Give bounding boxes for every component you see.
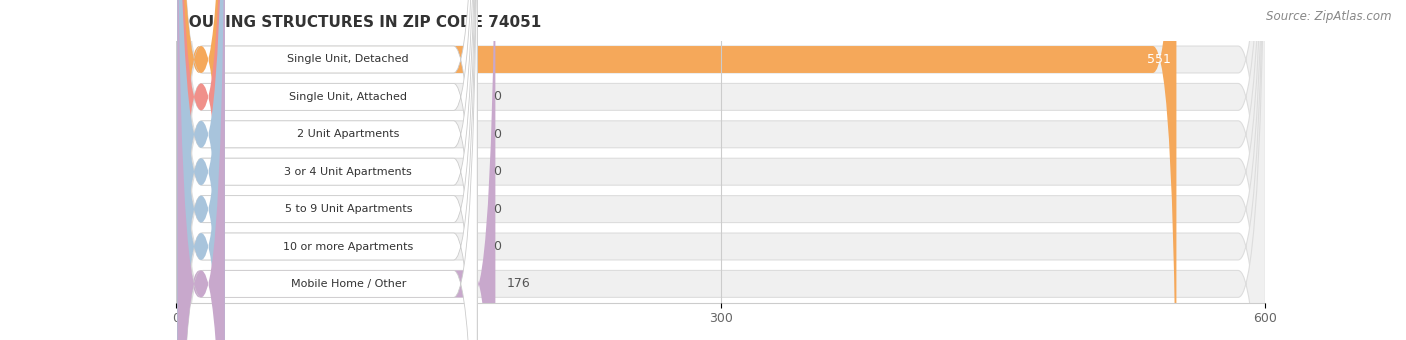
Text: 10 or more Apartments: 10 or more Apartments — [283, 241, 413, 252]
Text: Mobile Home / Other: Mobile Home / Other — [291, 279, 406, 289]
Text: 0: 0 — [494, 90, 502, 103]
FancyBboxPatch shape — [177, 0, 477, 340]
FancyBboxPatch shape — [177, 0, 225, 340]
FancyBboxPatch shape — [176, 0, 1265, 340]
Text: 0: 0 — [494, 240, 502, 253]
FancyBboxPatch shape — [176, 0, 1265, 340]
Text: 551: 551 — [1147, 53, 1171, 66]
Text: 176: 176 — [506, 277, 530, 290]
FancyBboxPatch shape — [177, 0, 225, 340]
FancyBboxPatch shape — [177, 0, 477, 340]
FancyBboxPatch shape — [176, 0, 1265, 340]
Text: 0: 0 — [494, 203, 502, 216]
FancyBboxPatch shape — [176, 0, 1177, 340]
Text: 3 or 4 Unit Apartments: 3 or 4 Unit Apartments — [284, 167, 412, 177]
Text: Source: ZipAtlas.com: Source: ZipAtlas.com — [1267, 10, 1392, 23]
FancyBboxPatch shape — [177, 0, 225, 340]
Text: 0: 0 — [494, 165, 502, 178]
FancyBboxPatch shape — [176, 0, 1265, 340]
Text: HOUSING STRUCTURES IN ZIP CODE 74051: HOUSING STRUCTURES IN ZIP CODE 74051 — [176, 15, 541, 30]
FancyBboxPatch shape — [177, 0, 225, 340]
Text: 2 Unit Apartments: 2 Unit Apartments — [297, 129, 399, 139]
FancyBboxPatch shape — [176, 0, 1265, 340]
FancyBboxPatch shape — [177, 0, 225, 340]
FancyBboxPatch shape — [176, 0, 495, 340]
FancyBboxPatch shape — [177, 0, 477, 340]
Text: Single Unit, Detached: Single Unit, Detached — [287, 54, 409, 65]
FancyBboxPatch shape — [177, 0, 477, 340]
FancyBboxPatch shape — [177, 0, 225, 340]
Text: Single Unit, Attached: Single Unit, Attached — [290, 92, 408, 102]
Text: 5 to 9 Unit Apartments: 5 to 9 Unit Apartments — [284, 204, 412, 214]
Text: 0: 0 — [494, 128, 502, 141]
FancyBboxPatch shape — [177, 0, 225, 340]
FancyBboxPatch shape — [177, 0, 477, 340]
FancyBboxPatch shape — [177, 0, 477, 340]
FancyBboxPatch shape — [176, 0, 1265, 340]
FancyBboxPatch shape — [177, 0, 477, 340]
FancyBboxPatch shape — [176, 0, 1265, 340]
